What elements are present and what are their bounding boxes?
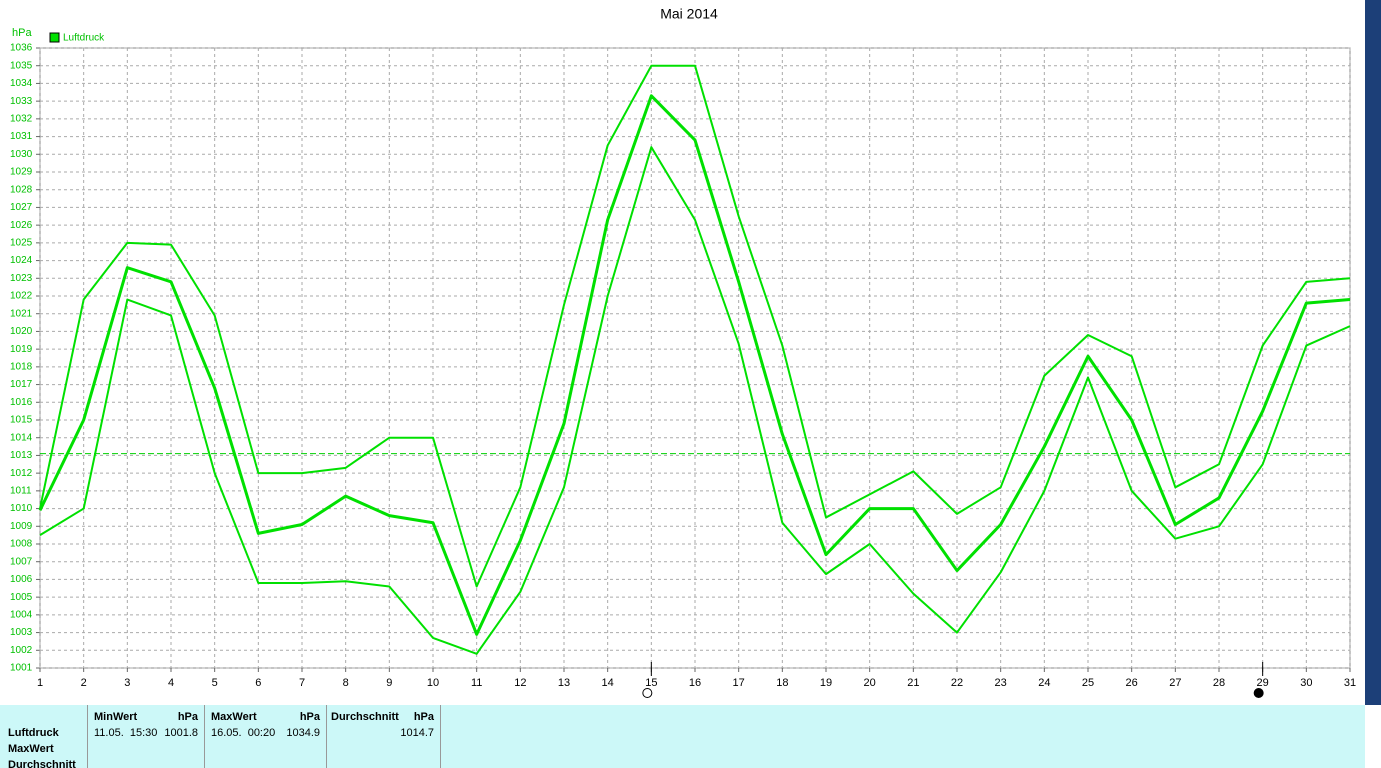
y-tick-label: 1002 bbox=[10, 645, 33, 656]
y-tick-label: 1021 bbox=[10, 308, 33, 319]
x-tick-label: 26 bbox=[1126, 677, 1138, 689]
data-line bbox=[38, 94, 1351, 636]
x-tick-label: 16 bbox=[689, 677, 701, 689]
stats-table: Luftdruck MaxWert Durchschnitt MinWert h… bbox=[0, 705, 1365, 768]
row-label: Luftdruck bbox=[8, 727, 59, 739]
column-header: MinWert bbox=[94, 711, 138, 723]
y-tick-label: 1025 bbox=[10, 237, 33, 248]
x-tick-label: 12 bbox=[514, 677, 526, 689]
y-tick-label: 1005 bbox=[10, 592, 33, 603]
legend-swatch bbox=[49, 32, 60, 43]
x-tick-label: 22 bbox=[951, 677, 963, 689]
x-tick-label: 18 bbox=[776, 677, 788, 689]
moon-marker bbox=[642, 688, 653, 698]
x-tick-label: 20 bbox=[864, 677, 876, 689]
y-tick-label: 1020 bbox=[10, 326, 33, 337]
y-tick-label: 1008 bbox=[10, 539, 33, 550]
y-tick-label: 1014 bbox=[10, 432, 33, 443]
column-unit: hPa bbox=[299, 711, 320, 723]
column-divider bbox=[0, 705, 88, 768]
y-unit: hPa bbox=[12, 27, 32, 39]
x-tick-label: 23 bbox=[995, 677, 1007, 689]
row-label: Durchschnitt bbox=[8, 759, 76, 768]
x-tick-label: 8 bbox=[343, 677, 349, 689]
y-tick-label: 1034 bbox=[10, 78, 33, 89]
y-tick-label: 1029 bbox=[10, 167, 33, 178]
y-tick-label: 1023 bbox=[10, 273, 33, 284]
column-header: MaxWert bbox=[211, 711, 257, 723]
y-tick-label: 1018 bbox=[10, 361, 33, 372]
value: 1034.9 bbox=[286, 727, 320, 739]
y-tick-label: 1032 bbox=[10, 113, 33, 124]
y-tick-label: 1004 bbox=[10, 609, 33, 620]
x-tick-label: 1 bbox=[37, 677, 43, 689]
row-label: MaxWert bbox=[8, 743, 54, 755]
y-tick-label: 1017 bbox=[10, 379, 33, 390]
column-header: Durchschnitt bbox=[331, 711, 399, 723]
x-tick-label: 7 bbox=[299, 677, 305, 689]
chart: Mai 2014 hPa 1001 1002 1003 1004 1005 1006 100… bbox=[10, 0, 1381, 705]
y-tick-label: 1012 bbox=[10, 468, 33, 479]
time: 16.05. 00:20 bbox=[211, 727, 276, 739]
y-tick-label: 1019 bbox=[10, 344, 33, 355]
x-tick-label: 27 bbox=[1169, 677, 1181, 689]
y-tick-label: 1033 bbox=[10, 96, 33, 107]
x-tick-label: 19 bbox=[820, 677, 832, 689]
y-tick-label: 1006 bbox=[10, 574, 33, 585]
x-tick-label: 29 bbox=[1257, 677, 1269, 689]
window-border bbox=[1365, 0, 1381, 705]
y-tick-label: 1028 bbox=[10, 184, 33, 195]
data-line bbox=[39, 64, 1351, 588]
y-tick-label: 1027 bbox=[10, 202, 33, 213]
table-column: MaxWert hPa 16.05. 00:20 1034.9 bbox=[205, 705, 327, 768]
y-tick-label: 1011 bbox=[10, 485, 32, 496]
y-tick-label: 1024 bbox=[10, 255, 33, 266]
y-tick-label: 1015 bbox=[10, 415, 33, 426]
time: 11.05. 15:30 bbox=[94, 727, 158, 739]
column-unit: hPa bbox=[413, 711, 434, 723]
chart-title: Mai 2014 bbox=[660, 6, 718, 22]
x-tick-label: 21 bbox=[907, 677, 919, 689]
y-tick-label: 1013 bbox=[10, 450, 33, 461]
value: 1014.7 bbox=[400, 727, 434, 739]
y-tick-label: 1001 bbox=[10, 663, 33, 674]
y-tick-label: 1031 bbox=[10, 131, 33, 142]
x-tick-label: 24 bbox=[1038, 677, 1050, 689]
data-line bbox=[39, 146, 1351, 655]
column-unit: hPa bbox=[177, 711, 198, 723]
y-tick-label: 1007 bbox=[10, 556, 33, 567]
value: 1001.8 bbox=[164, 727, 198, 739]
y-tick-label: 1022 bbox=[10, 291, 33, 302]
x-tick-label: 25 bbox=[1082, 677, 1094, 689]
x-tick-label: 3 bbox=[124, 677, 130, 689]
x-tick-label: 2 bbox=[81, 677, 87, 689]
y-tick-label: 1035 bbox=[10, 60, 33, 71]
table-column: Durchschnitt hPa 1014.7 bbox=[327, 705, 441, 768]
x-tick-label: 15 bbox=[645, 677, 657, 689]
x-tick-label: 30 bbox=[1300, 677, 1312, 689]
y-tick-label: 1010 bbox=[10, 503, 33, 514]
x-tick-label: 10 bbox=[427, 677, 439, 689]
y-tick-label: 1003 bbox=[10, 627, 33, 638]
x-tick-label: 13 bbox=[558, 677, 570, 689]
x-tick-label: 31 bbox=[1344, 677, 1356, 689]
y-tick-label: 1036 bbox=[10, 43, 33, 54]
y-tick-label: 1030 bbox=[10, 149, 33, 160]
y-tick-label: 1009 bbox=[10, 521, 33, 532]
legend-label: Luftdruck bbox=[63, 33, 105, 44]
x-tick-label: 28 bbox=[1213, 677, 1225, 689]
y-tick-label: 1026 bbox=[10, 220, 33, 231]
table-column: MinWert hPa 11.05. 15:30 1001.8 bbox=[88, 705, 205, 768]
x-tick-label: 6 bbox=[255, 677, 261, 689]
x-tick-label: 5 bbox=[212, 677, 218, 689]
y-tick-label: 1016 bbox=[10, 397, 33, 408]
moon-marker bbox=[1253, 688, 1264, 698]
x-tick-label: 4 bbox=[168, 677, 174, 689]
x-tick-label: 14 bbox=[602, 677, 614, 689]
x-tick-label: 11 bbox=[471, 677, 482, 689]
x-tick-label: 17 bbox=[733, 677, 745, 689]
x-tick-label: 9 bbox=[386, 677, 392, 689]
